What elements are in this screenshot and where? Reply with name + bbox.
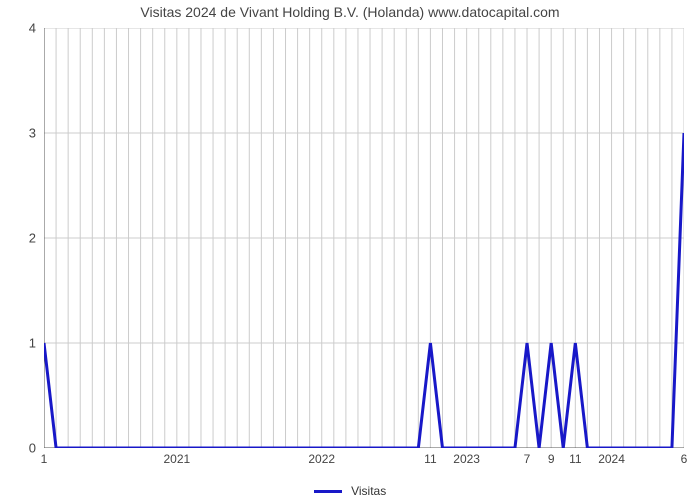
chart-title: Visitas 2024 de Vivant Holding B.V. (Hol… xyxy=(0,4,700,20)
x-tick-label: 1 xyxy=(41,452,48,466)
x-tick-label: 7 xyxy=(524,452,531,466)
legend-swatch xyxy=(314,490,342,493)
y-tick-label: 4 xyxy=(0,21,36,36)
plot-area xyxy=(44,28,684,448)
visits-chart: Visitas 2024 de Vivant Holding B.V. (Hol… xyxy=(0,0,700,500)
x-tick-label: 11 xyxy=(569,452,581,466)
legend-label: Visitas xyxy=(351,484,386,498)
x-tick-label: 6 xyxy=(681,452,688,466)
x-tick-label: 2024 xyxy=(598,452,625,466)
x-tick-label: 2021 xyxy=(163,452,190,466)
chart-svg xyxy=(44,28,684,448)
x-tick-label: 11 xyxy=(424,452,436,466)
legend: Visitas xyxy=(0,483,700,498)
y-tick-label: 3 xyxy=(0,126,36,141)
y-tick-label: 0 xyxy=(0,441,36,456)
x-tick-label: 9 xyxy=(548,452,555,466)
x-tick-label: 2023 xyxy=(453,452,480,466)
y-tick-label: 2 xyxy=(0,231,36,246)
y-tick-label: 1 xyxy=(0,336,36,351)
x-tick-label: 2022 xyxy=(308,452,335,466)
